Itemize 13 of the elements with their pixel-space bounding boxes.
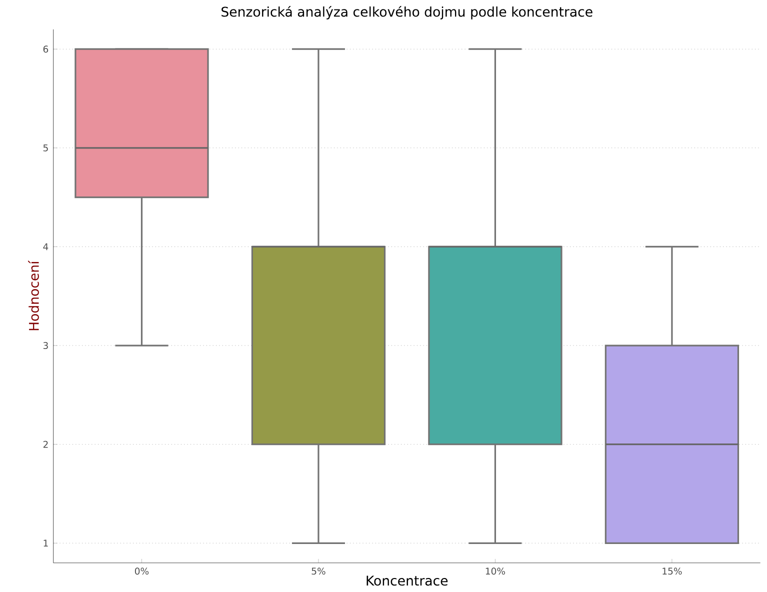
- x-tick-label: 15%: [662, 567, 682, 575]
- chart-title: Senzorická analýza celkového dojmu podle koncentrace: [222, 6, 592, 20]
- y-tick-label: 5: [43, 144, 48, 152]
- x-tick-label: 10%: [486, 567, 506, 575]
- x-axis-title: Koncentrace: [366, 576, 448, 586]
- y-tick-label: 1: [44, 540, 48, 546]
- y-axis-title: Hodnocení: [28, 260, 39, 330]
- y-tick-label: 6: [43, 45, 48, 52]
- y-tick-label: 4: [43, 243, 48, 250]
- x-tick-label: 5%: [312, 567, 326, 575]
- y-tick-label: 2: [43, 440, 48, 448]
- x-tick-label: 0%: [134, 567, 149, 575]
- y-tick-label: 3: [43, 342, 48, 349]
